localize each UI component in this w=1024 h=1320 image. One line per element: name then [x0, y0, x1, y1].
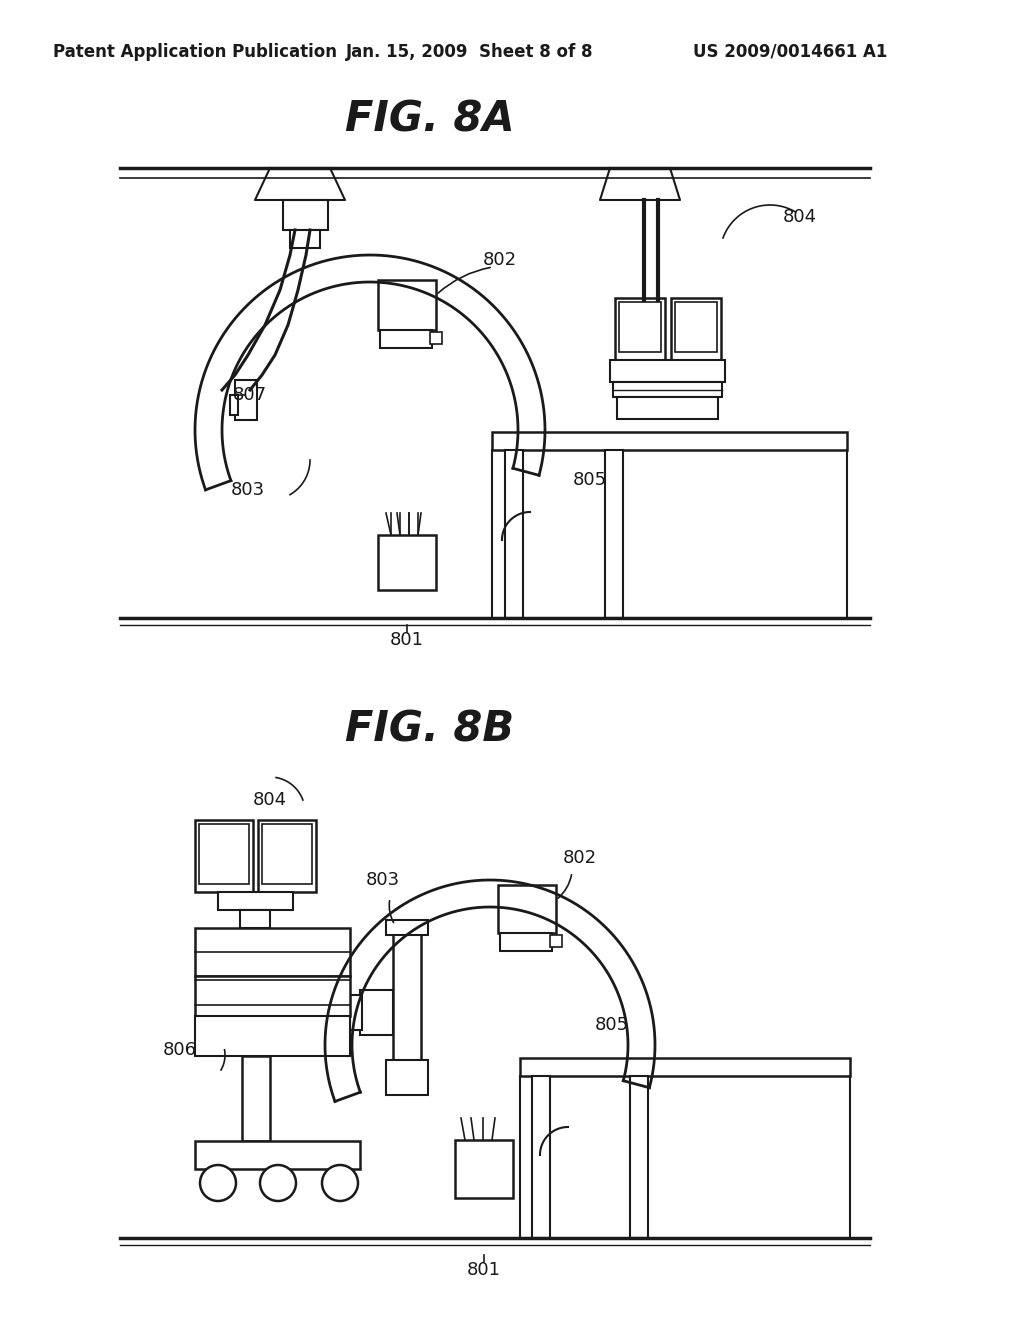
Bar [610, 360, 725, 381]
Bar [290, 230, 319, 248]
Bar [230, 395, 238, 414]
Bar [240, 909, 270, 928]
Bar [242, 1056, 270, 1140]
Text: Jan. 15, 2009  Sheet 8 of 8: Jan. 15, 2009 Sheet 8 of 8 [346, 44, 594, 61]
Bar [615, 298, 665, 360]
Bar [234, 380, 257, 420]
Text: FIG. 8A: FIG. 8A [345, 99, 515, 141]
Bar [500, 933, 552, 950]
Text: 803: 803 [366, 871, 400, 888]
Text: Patent Application Publication: Patent Application Publication [53, 44, 337, 61]
Text: 805: 805 [595, 1016, 629, 1034]
Polygon shape [600, 168, 680, 201]
Bar [283, 201, 328, 230]
Bar [393, 931, 421, 1060]
Bar [613, 381, 722, 397]
Text: 804: 804 [783, 209, 817, 226]
Bar [430, 333, 442, 345]
Text: 801: 801 [390, 631, 424, 649]
Bar [195, 1140, 360, 1170]
Text: FIG. 8B: FIG. 8B [345, 709, 515, 751]
Bar [455, 1140, 513, 1199]
Bar [630, 1076, 648, 1238]
Bar [218, 892, 293, 909]
Bar [195, 928, 350, 975]
Text: 805: 805 [573, 471, 607, 488]
Bar [617, 397, 718, 418]
Polygon shape [255, 168, 345, 201]
Bar [532, 1076, 550, 1238]
Text: US 2009/0014661 A1: US 2009/0014661 A1 [693, 44, 887, 61]
Bar [195, 975, 350, 1016]
Circle shape [260, 1166, 296, 1201]
Bar [199, 824, 249, 884]
Bar [550, 935, 562, 946]
Bar [386, 920, 428, 935]
Bar [675, 302, 717, 352]
Bar [350, 995, 362, 1030]
Bar [380, 330, 432, 348]
Text: 806: 806 [163, 1041, 197, 1059]
Bar [492, 432, 847, 450]
Text: 802: 802 [483, 251, 517, 269]
Polygon shape [195, 255, 545, 490]
Polygon shape [325, 880, 655, 1101]
Bar [498, 884, 556, 933]
Text: 801: 801 [467, 1261, 501, 1279]
Text: 802: 802 [563, 849, 597, 867]
Bar [378, 280, 436, 330]
Bar [605, 450, 623, 618]
Bar [262, 824, 312, 884]
Circle shape [322, 1166, 358, 1201]
Bar [195, 1016, 350, 1056]
Bar [386, 1060, 428, 1096]
Bar [378, 535, 436, 590]
Text: 803: 803 [231, 480, 265, 499]
Bar [360, 990, 393, 1035]
Bar [520, 1059, 850, 1076]
Bar [195, 820, 253, 892]
Bar [258, 820, 316, 892]
Bar [671, 298, 721, 360]
Text: 807: 807 [232, 385, 267, 404]
Bar [618, 302, 662, 352]
Bar [505, 450, 523, 618]
Circle shape [200, 1166, 236, 1201]
Text: 804: 804 [253, 791, 287, 809]
